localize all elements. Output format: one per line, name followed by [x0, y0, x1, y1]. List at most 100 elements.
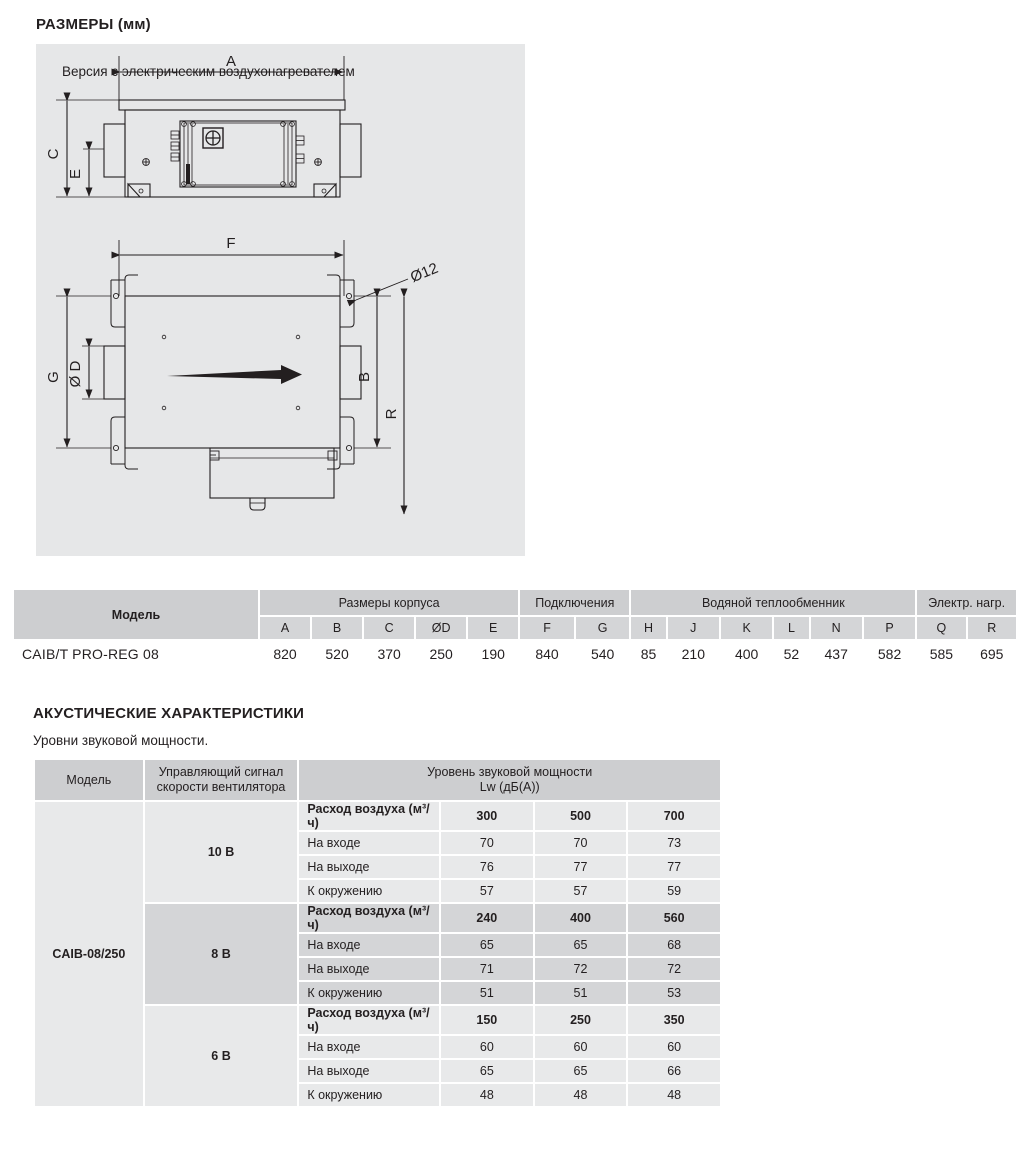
dims-value-Q: 585	[917, 641, 966, 667]
dims-col-E: E	[468, 617, 519, 639]
ac-inlet-2-2: 65	[534, 934, 627, 956]
ac-label-inlet-3: На входе	[299, 1036, 440, 1058]
ac-outlet-2-1: 71	[441, 958, 533, 980]
ac-airflow-3-2: 250	[534, 1006, 627, 1034]
svg-text:A: A	[226, 53, 236, 70]
acoustic-table: Модель Управляющий сигнал скорости венти…	[33, 758, 722, 1108]
table-row: К окружению 51 51 53	[35, 982, 720, 1004]
dims-col-P: P	[863, 617, 916, 639]
dims-col-B: B	[312, 617, 363, 639]
ac-model-cell: CAIB-08/250	[35, 802, 143, 1106]
dims-header-model: Модель	[14, 590, 258, 639]
dimensions-table: Модель Размеры корпуса Подключения Водян…	[12, 588, 1018, 669]
ac-surr-2-3: 53	[628, 982, 720, 1004]
dims-value-K: 400	[720, 641, 773, 667]
ac-airflow-1-1: 300	[441, 802, 533, 830]
technical-drawing: A	[45, 53, 441, 515]
svg-text:Ø D: Ø D	[67, 361, 84, 388]
table-row: На выходе 71 72 72	[35, 958, 720, 980]
dims-value-J: 210	[667, 641, 719, 667]
ac-header-level-line2: Lw (дБ(A))	[479, 780, 540, 794]
dims-col-R: R	[967, 617, 1016, 639]
table-row: К окружению 57 57 59	[35, 880, 720, 902]
dimensions-section-title: РАЗМЕРЫ (мм)	[36, 16, 151, 33]
dims-value-L: 52	[774, 641, 809, 667]
table-row-column-header: A B C ØD E F G H J K L N P Q R	[14, 617, 1016, 639]
table-row: CAIB-08/250 10 В Расход воздуха (м³/ч) 3…	[35, 802, 720, 1106]
ac-signal-10v: 10 В	[144, 802, 298, 902]
ac-header-model: Модель	[35, 760, 143, 800]
dimensions-drawing-panel: Версия с электрическим воздухонагревател…	[36, 44, 525, 556]
dims-col-L: L	[774, 617, 809, 639]
dims-value-H: 85	[631, 641, 666, 667]
svg-text:G: G	[45, 371, 62, 383]
ac-inlet-1-1: 70	[441, 832, 533, 854]
ac-inlet-3-2: 60	[534, 1036, 627, 1058]
dims-value-C: 370	[364, 641, 415, 667]
ac-header-level-line1: Уровень звуковой мощности	[427, 765, 593, 779]
ac-label-surr-1: К окружению	[299, 880, 440, 902]
ac-inlet-1-2: 70	[534, 832, 627, 854]
ac-signal-8v: 8 В	[144, 904, 298, 1004]
ac-inlet-1-3: 73	[628, 832, 720, 854]
dims-value-G: 540	[575, 641, 630, 667]
table-row: На входе 60 60 60	[35, 1036, 720, 1058]
ac-surr-1-2: 57	[534, 880, 627, 902]
ac-airflow-2-2: 400	[534, 904, 627, 932]
ac-surr-1-3: 59	[628, 880, 720, 902]
svg-text:C: C	[45, 148, 62, 159]
ac-airflow-3-3: 350	[628, 1006, 720, 1034]
ac-outlet-3-1: 65	[441, 1060, 533, 1082]
ac-label-inlet-1: На входе	[299, 832, 440, 854]
ac-label-airflow-1: Расход воздуха (м³/ч)	[299, 802, 440, 830]
ac-surr-3-2: 48	[534, 1084, 627, 1106]
ac-label-surr-3: К окружению	[299, 1084, 440, 1106]
ac-inlet-3-1: 60	[441, 1036, 533, 1058]
dims-col-K: K	[720, 617, 773, 639]
ac-outlet-3-3: 66	[628, 1060, 720, 1082]
ac-inlet-3-3: 60	[628, 1036, 720, 1058]
acoustic-section-subtitle: Уровни звуковой мощности.	[33, 733, 209, 748]
ac-airflow-1-2: 500	[534, 802, 627, 830]
dims-col-Q: Q	[917, 617, 966, 639]
ac-label-outlet-3: На выходе	[299, 1060, 440, 1082]
dims-col-N: N	[810, 617, 862, 639]
ac-label-outlet-1: На выходе	[299, 856, 440, 878]
dims-col-J: J	[667, 617, 719, 639]
ac-outlet-1-2: 77	[534, 856, 627, 878]
dims-col-A: A	[260, 617, 311, 639]
dims-header-connections: Подключения	[520, 590, 630, 615]
ac-surr-3-3: 48	[628, 1084, 720, 1106]
svg-text:E: E	[67, 169, 84, 179]
ac-surr-1-1: 57	[441, 880, 533, 902]
dims-value-OD: 250	[416, 641, 467, 667]
dims-col-H: H	[631, 617, 666, 639]
table-row: 8 В Расход воздуха (м³/ч) 240 400 560	[35, 904, 720, 1004]
ac-outlet-2-2: 72	[534, 958, 627, 980]
svg-text:Ø12: Ø12	[408, 260, 441, 286]
table-row: К окружению 48 48 48	[35, 1084, 720, 1106]
ac-inlet-2-1: 65	[441, 934, 533, 956]
dims-header-electric-heater: Электр. нагр.	[917, 590, 1016, 615]
ac-header-level: Уровень звуковой мощности Lw (дБ(A))	[299, 760, 720, 800]
ac-airflow-3-1: 150	[441, 1006, 533, 1034]
dims-value-N: 437	[810, 641, 862, 667]
dims-value-B: 520	[312, 641, 363, 667]
ac-label-inlet-2: На входе	[299, 934, 440, 956]
dims-header-casing: Размеры корпуса	[260, 590, 519, 615]
ac-label-outlet-2: На выходе	[299, 958, 440, 980]
table-row: На выходе 76 77 77	[35, 856, 720, 878]
ac-label-surr-2: К окружению	[299, 982, 440, 1004]
ac-inlet-2-3: 68	[628, 934, 720, 956]
ac-surr-2-1: 51	[441, 982, 533, 1004]
table-row-header: Модель Управляющий сигнал скорости венти…	[35, 760, 720, 800]
table-row: На выходе 65 65 66	[35, 1060, 720, 1082]
ac-airflow-1-3: 700	[628, 802, 720, 830]
dims-col-F: F	[520, 617, 574, 639]
ac-header-signal-line2: скорости вентилятора	[156, 780, 286, 794]
dims-col-C: C	[364, 617, 415, 639]
table-row: CAIB/T PRO-REG 08 820 520 370 250 190 84…	[14, 641, 1016, 667]
dims-value-R: 695	[967, 641, 1016, 667]
ac-surr-2-2: 51	[534, 982, 627, 1004]
